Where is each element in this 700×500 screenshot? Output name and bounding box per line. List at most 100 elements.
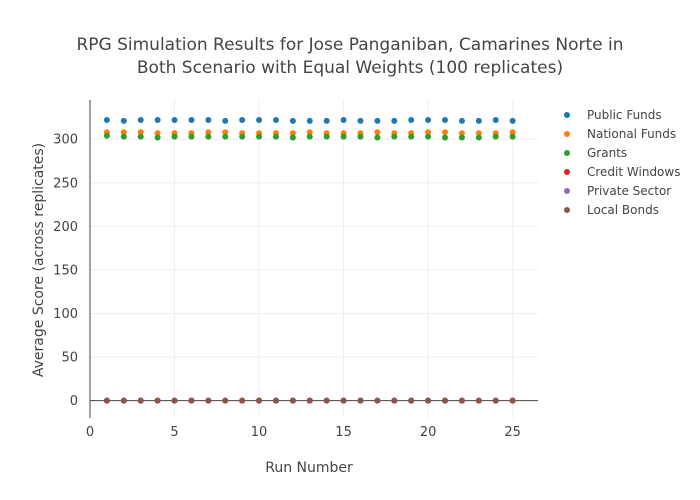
data-point [492, 133, 499, 140]
data-point [137, 129, 144, 136]
data-point [357, 117, 364, 124]
data-point [188, 117, 195, 124]
data-point [509, 133, 516, 140]
y-tick-label: 50 [61, 351, 78, 366]
x-axis-label: Run Number [265, 460, 353, 476]
data-point [103, 397, 110, 404]
data-point [103, 132, 110, 139]
data-point [222, 397, 229, 404]
data-point [475, 130, 482, 137]
y-tick-label: 150 [53, 263, 78, 278]
x-tick-label: 20 [420, 425, 437, 440]
legend: Public Funds National Funds Grants Credit W… [564, 108, 680, 217]
legend-item-label: National Funds [587, 127, 676, 141]
y-tick-label: 250 [53, 176, 78, 191]
x-tick-label: 15 [335, 425, 352, 440]
data-point [509, 397, 516, 404]
y-tick-label: 100 [53, 307, 78, 322]
data-point [458, 130, 465, 137]
legend-marker [564, 131, 570, 137]
x-tick-label: 0 [86, 425, 94, 440]
data-point [425, 133, 432, 140]
data-point [205, 117, 212, 124]
data-point [442, 397, 449, 404]
data-point [323, 117, 330, 124]
data-point [272, 117, 279, 124]
y-axis-label: Average Score (across replicates) [31, 143, 47, 377]
chart-title-line-2: Both Scenario with Equal Weights (100 re… [137, 58, 563, 78]
data-point [256, 397, 263, 404]
data-point [239, 397, 246, 404]
axes [89, 100, 538, 418]
data-point [306, 133, 313, 140]
data-point [357, 133, 364, 140]
data-point [289, 117, 296, 124]
data-point [306, 129, 313, 136]
data-point [171, 117, 178, 124]
data-point [340, 117, 347, 124]
data-point [323, 133, 330, 140]
data-point [222, 117, 229, 124]
legend-marker [564, 188, 570, 194]
data-point [120, 397, 127, 404]
data-point [239, 133, 246, 140]
data-point [408, 397, 415, 404]
series-local-bonds [103, 397, 516, 404]
data-point [289, 397, 296, 404]
data-point [475, 117, 482, 124]
data-point [154, 134, 161, 141]
y-tick-label: 200 [53, 220, 78, 235]
data-point [323, 397, 330, 404]
data-point [374, 117, 381, 124]
data-point [137, 133, 144, 140]
data-point [475, 134, 482, 141]
data-point [340, 133, 347, 140]
data-point [306, 397, 313, 404]
data-point [239, 117, 246, 124]
y-tick-label: 0 [70, 394, 78, 409]
data-point [408, 117, 415, 124]
data-point [442, 117, 449, 124]
data-point [154, 117, 161, 124]
data-points [103, 117, 516, 404]
chart-title-line-1: RPG Simulation Results for Jose Panganib… [76, 35, 623, 55]
data-point [425, 397, 432, 404]
data-point [374, 134, 381, 141]
data-point [458, 117, 465, 124]
data-point [391, 117, 398, 124]
data-point [509, 129, 516, 136]
legend-item-label: Credit Windows [587, 165, 680, 179]
legend-marker [564, 112, 570, 118]
data-point [391, 397, 398, 404]
x-tick-label: 25 [504, 425, 521, 440]
data-point [272, 397, 279, 404]
legend-item-label: Local Bonds [587, 203, 659, 217]
data-point [442, 134, 449, 141]
data-point [222, 133, 229, 140]
y-tick-label: 300 [53, 133, 78, 148]
data-point [425, 129, 432, 136]
data-point [357, 397, 364, 404]
data-point [205, 133, 212, 140]
legend-marker [564, 169, 570, 175]
data-point [103, 117, 110, 124]
legend-item-label: Private Sector [587, 184, 671, 198]
data-point [374, 397, 381, 404]
data-point [408, 133, 415, 140]
data-point [222, 129, 229, 136]
data-point [171, 133, 178, 140]
data-point [425, 117, 432, 124]
data-point [171, 397, 178, 404]
data-point [289, 130, 296, 137]
data-point [374, 129, 381, 136]
data-point [120, 117, 127, 124]
data-point [509, 117, 516, 124]
data-point [120, 133, 127, 140]
data-point [475, 397, 482, 404]
data-point [137, 117, 144, 124]
data-point [492, 397, 499, 404]
legend-item-label: Grants [587, 146, 627, 160]
x-tick-label: 10 [251, 425, 268, 440]
